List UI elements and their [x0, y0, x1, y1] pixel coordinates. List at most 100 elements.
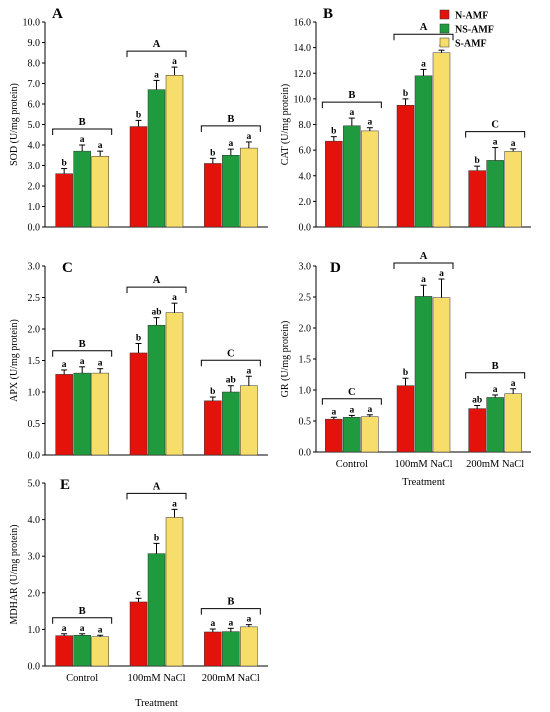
significance-letter: b [62, 159, 67, 169]
y-axis-label: MDHAR (U/mg protein) [9, 525, 20, 625]
y-tick-label: 0.5 [28, 419, 41, 430]
significance-letter: b [210, 148, 215, 158]
bar-s-amf [165, 75, 184, 228]
bar-n-amf [396, 385, 415, 453]
significance-letter: a [172, 57, 177, 67]
y-axis-label: GR (U/mg protein) [280, 321, 291, 398]
y-tick-label: 0.0 [299, 448, 312, 459]
y-tick-label: 3.0 [28, 552, 41, 563]
significance-letter: a [367, 405, 372, 415]
group-letter: B [492, 361, 499, 372]
y-tick-label: 10.0 [294, 94, 312, 105]
significance-letter: a [98, 625, 103, 635]
y-axis-label: SOD (U/mg protein) [9, 83, 20, 166]
significance-letter: a [349, 108, 354, 118]
y-tick-label: 16.0 [294, 18, 312, 29]
panel-letter: B [323, 6, 333, 22]
y-tick-label: 0.0 [299, 223, 312, 234]
bar-ns-amf [343, 417, 361, 453]
significance-letter: a [62, 360, 67, 370]
significance-letter: a [228, 618, 233, 628]
group-bracket [126, 492, 187, 500]
significance-letter: a [367, 118, 372, 128]
y-tick-label: 10.0 [23, 18, 41, 29]
bar-s-amf [432, 52, 451, 228]
significance-letter: ab [151, 308, 161, 318]
legend-label: N-AMF [455, 11, 488, 22]
y-tick-label: 3.0 [28, 161, 41, 172]
group-letter: B [79, 606, 86, 617]
bar-n-amf [204, 163, 222, 228]
x-axis-label: Treatment [402, 477, 445, 488]
y-tick-label: 7.0 [28, 79, 41, 90]
panel-letter: C [62, 260, 73, 276]
bar-s-amf [361, 130, 379, 228]
significance-letter: ab [226, 376, 236, 386]
bar-ns-amf [486, 160, 504, 228]
bar-ns-amf [222, 631, 240, 667]
bar-n-amf [129, 352, 148, 456]
significance-letter: a [172, 499, 177, 509]
bar-n-amf [204, 400, 222, 456]
group-letter: A [153, 481, 161, 492]
significance-letter: b [136, 333, 141, 343]
y-tick-label: 0.0 [28, 662, 41, 673]
bar-ns-amf [73, 372, 91, 456]
group-bracket [52, 617, 113, 624]
x-category-label: 200mM NaCl [202, 673, 260, 684]
significance-letter: a [98, 141, 103, 151]
chart-panel-C: 0.0 0.5 1.0 1.5 2.0 2.5 3.0 APX (U/mg protein) C… [9, 260, 268, 462]
significance-letter: a [246, 615, 251, 625]
y-tick-label: 0.5 [299, 417, 312, 428]
group-bracket [200, 125, 261, 132]
legend-swatch [439, 23, 450, 34]
significance-letter: a [62, 624, 67, 634]
y-tick-label: 2.0 [299, 197, 312, 208]
y-tick-label: 12.0 [294, 69, 312, 80]
significance-letter: a [511, 139, 516, 149]
x-category-label: Control [336, 459, 368, 470]
group-letter: B [348, 90, 355, 101]
significance-letter: a [210, 619, 215, 629]
group-bracket [52, 128, 113, 135]
bar-s-amf [91, 156, 109, 228]
bar-s-amf [504, 393, 522, 453]
bar-s-amf [240, 385, 258, 456]
legend-swatch [439, 37, 450, 48]
y-tick-label: 5.0 [28, 479, 41, 490]
y-tick-label: 2.0 [28, 588, 41, 599]
significance-letter: ab [472, 396, 482, 406]
group-bracket [393, 262, 454, 270]
y-axis-label: APX (U/mg protein) [9, 319, 20, 402]
y-tick-label: 3.0 [28, 262, 41, 273]
chart-panel-D: 0.0 0.5 1.0 1.5 2.0 2.5 3.0 GR (U/mg protein) Da… [280, 251, 531, 488]
bar-s-amf [361, 416, 379, 453]
bar-n-amf [129, 601, 148, 667]
y-tick-label: 6.0 [299, 146, 312, 157]
chart-panel-E: 0.0 1.0 2.0 3.0 4.0 5.0 MDHAR (U/mg protein) Ea… [9, 477, 268, 709]
bar-ns-amf [147, 553, 166, 667]
group-bracket [126, 286, 187, 294]
y-tick-label: 8.0 [28, 59, 41, 70]
y-tick-label: 0.0 [28, 451, 41, 462]
group-bracket [126, 50, 187, 58]
bar-ns-amf [73, 150, 91, 228]
y-tick-label: 8.0 [299, 120, 312, 131]
x-category-label: 100mM NaCl [394, 459, 452, 470]
bar-n-amf [55, 374, 73, 456]
significance-letter: a [493, 385, 498, 395]
group-letter: B [79, 117, 86, 128]
group-bracket [465, 131, 526, 138]
group-bracket [465, 372, 526, 379]
significance-letter: b [154, 533, 159, 543]
x-category-label: Control [66, 673, 98, 684]
bar-n-amf [204, 631, 222, 667]
bar-s-amf [165, 517, 184, 667]
bar-n-amf [55, 173, 73, 228]
y-tick-label: 2.5 [299, 293, 312, 304]
y-tick-label: 0.0 [28, 223, 41, 234]
bar-s-amf [240, 626, 258, 667]
panel-letter: A [52, 6, 63, 22]
significance-letter: a [331, 407, 336, 417]
